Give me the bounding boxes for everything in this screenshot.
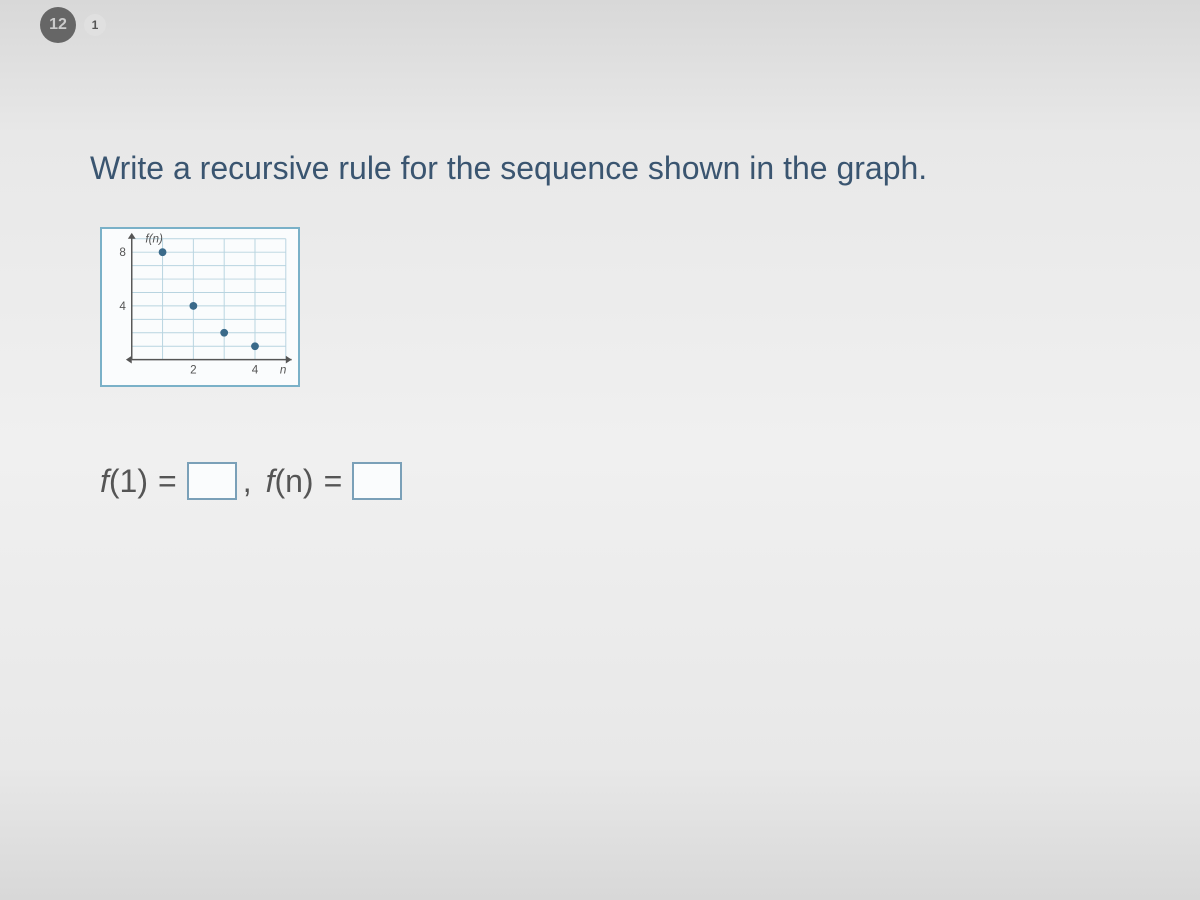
f1-label: f(1) — [100, 463, 148, 500]
question-prompt: Write a recursive rule for the sequence … — [90, 150, 1160, 187]
graph-container: 4 8 2 4 f(n) n — [100, 227, 1160, 392]
question-header: 12 1 — [0, 0, 106, 50]
question-number: 12 — [49, 16, 67, 34]
svg-text:4: 4 — [119, 300, 126, 313]
question-content: Write a recursive rule for the sequence … — [90, 150, 1160, 500]
fn-answer-input[interactable] — [352, 462, 402, 500]
equals-sign-1: = — [158, 463, 177, 500]
answer-row: f(1) = , f(n) = — [100, 462, 1160, 500]
svg-text:4: 4 — [252, 363, 259, 376]
svg-text:2: 2 — [190, 363, 197, 376]
svg-text:n: n — [280, 363, 287, 376]
question-number-badge: 12 — [40, 7, 76, 43]
svg-text:f(n): f(n) — [145, 233, 163, 246]
sequence-graph: 4 8 2 4 f(n) n — [100, 227, 300, 387]
separator-comma: , — [243, 463, 252, 500]
equals-sign-2: = — [324, 463, 343, 500]
sub-indicator-badge: 1 — [84, 14, 106, 36]
sub-indicator: 1 — [92, 18, 99, 32]
svg-text:8: 8 — [119, 246, 126, 259]
f1-answer-input[interactable] — [187, 462, 237, 500]
fn-label: f(n) — [266, 463, 314, 500]
